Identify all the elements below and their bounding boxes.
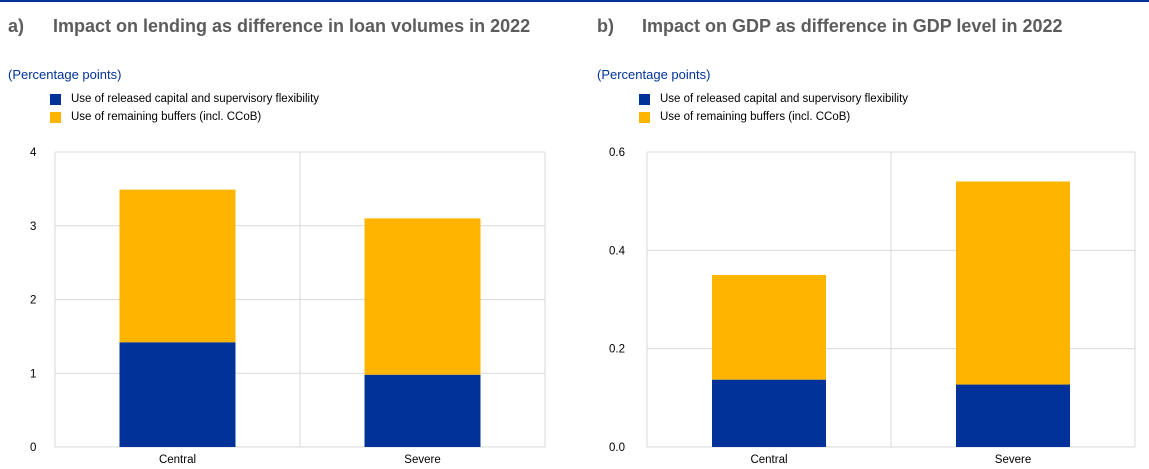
- plot-area-b: 0.0 0.2 0.4 0.6 Central Severe: [609, 147, 1136, 466]
- legend-b: Use of released capital and supervisory …: [639, 90, 908, 126]
- legend-item: Use of remaining buffers (incl. CCoB): [50, 108, 319, 126]
- legend-swatch: [639, 111, 650, 123]
- legend-item: Use of released capital and supervisory …: [50, 90, 319, 108]
- unit-label-b: (Percentage points): [597, 67, 711, 82]
- legend-a: Use of released capital and supervisory …: [50, 90, 319, 126]
- y-tick-label: 3: [30, 221, 36, 233]
- legend-swatch: [639, 93, 650, 105]
- bar-segment: [119, 342, 236, 447]
- panel-title-b: Impact on GDP as difference in GDP level…: [642, 16, 1063, 36]
- y-tick-label: 0.6: [609, 147, 625, 159]
- chart-panel-a: a) Impact on lending as difference in lo…: [0, 0, 574, 469]
- bar-segment: [712, 379, 826, 447]
- bar-segment: [364, 218, 481, 375]
- y-tick-label: 2: [30, 295, 36, 307]
- y-tick-label: 1: [30, 368, 36, 380]
- legend-label: Use of remaining buffers (incl. CCoB): [71, 111, 262, 123]
- x-tick-label: Severe: [995, 454, 1031, 466]
- chart-panel-b: b) Impact on GDP as difference in GDP le…: [589, 0, 1149, 469]
- panel-letter-b: b): [597, 16, 614, 36]
- y-tick-label: 0: [30, 442, 36, 454]
- legend-label: Use of released capital and supervisory …: [71, 93, 320, 105]
- y-tick-label: 0.0: [609, 442, 625, 454]
- plot-area-a: 0 1 2 3 4 Central Severe: [30, 147, 546, 466]
- legend-swatch: [50, 93, 61, 105]
- y-tick-label: 0.4: [609, 245, 626, 257]
- legend-item: Use of released capital and supervisory …: [639, 90, 908, 108]
- x-tick-label: Central: [750, 454, 787, 466]
- legend-label: Use of released capital and supervisory …: [660, 93, 909, 105]
- bar-segment: [364, 374, 481, 447]
- bar-segment: [119, 189, 236, 343]
- bar-segment: [956, 181, 1070, 385]
- bar-segment: [956, 384, 1070, 447]
- bar-segment: [712, 274, 826, 380]
- y-tick-label: 4: [30, 147, 37, 159]
- x-tick-label: Central: [159, 454, 196, 466]
- legend-item: Use of remaining buffers (incl. CCoB): [639, 108, 908, 126]
- panel-title-a: Impact on lending as difference in loan …: [53, 16, 531, 36]
- y-tick-label: 0.2: [609, 344, 625, 356]
- x-tick-label: Severe: [404, 454, 440, 466]
- legend-label: Use of remaining buffers (incl. CCoB): [660, 111, 851, 123]
- legend-swatch: [50, 111, 61, 123]
- panel-letter-a: a): [8, 16, 25, 36]
- unit-label-a: (Percentage points): [8, 67, 122, 82]
- top-rule: [0, 0, 1149, 2]
